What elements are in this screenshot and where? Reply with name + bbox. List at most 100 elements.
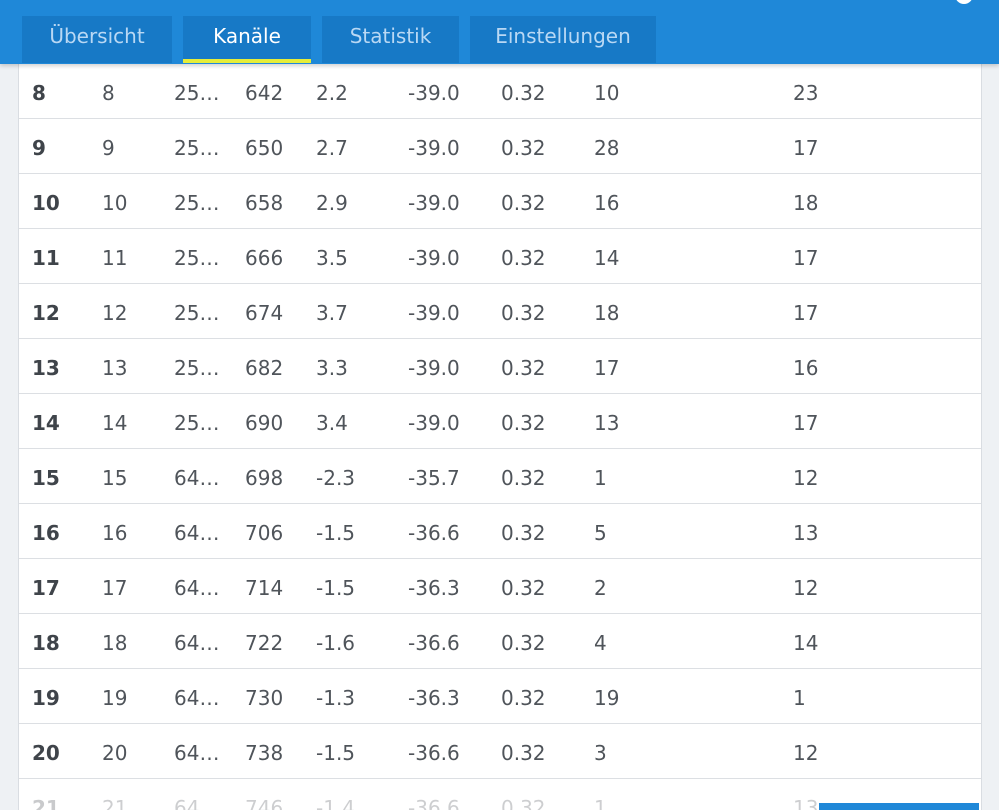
cell-power: -39.0 [408, 191, 460, 215]
cell-value: 674 [245, 301, 284, 325]
cell-value: 738 [245, 741, 284, 765]
cell-value: 746 [245, 796, 284, 810]
tab-statistik[interactable]: Statistik [322, 16, 459, 63]
tab-kanaele[interactable]: Kanäle [183, 16, 311, 63]
cell-count-b: 13 [793, 796, 819, 810]
cell-channel-number: 8 [32, 81, 46, 105]
cell-snr: -1.5 [316, 576, 356, 600]
cell-count-a: 4 [594, 631, 607, 655]
cell-frequency: 25… [174, 246, 220, 270]
cell-count-b: 12 [793, 576, 819, 600]
cell-frequency: 64… [174, 686, 220, 710]
table-row: 10 10 25… 658 2.9 -39.0 0.32 16 18 [19, 174, 981, 229]
cell-index: 17 [102, 576, 128, 600]
cell-count-b: 23 [793, 81, 819, 105]
cell-count-a: 16 [594, 191, 620, 215]
cell-count-b: 17 [793, 136, 819, 160]
cell-count-a: 2 [594, 576, 607, 600]
cell-ratio: 0.32 [501, 521, 546, 545]
cell-snr: 2.7 [316, 136, 348, 160]
cell-index: 21 [102, 796, 128, 810]
cell-ratio: 0.32 [501, 301, 546, 325]
cell-count-a: 10 [594, 81, 620, 105]
cell-ratio: 0.32 [501, 246, 546, 270]
cell-value: 642 [245, 81, 284, 105]
cell-value: 698 [245, 466, 284, 490]
cell-snr: -2.3 [316, 466, 356, 490]
tab-einstellungen[interactable]: Einstellungen [470, 16, 656, 63]
cell-ratio: 0.32 [501, 796, 546, 810]
cell-value: 666 [245, 246, 284, 270]
cell-count-b: 13 [793, 521, 819, 545]
cell-value: 730 [245, 686, 284, 710]
cell-count-a: 13 [594, 411, 620, 435]
cell-ratio: 0.32 [501, 356, 546, 380]
action-button[interactable] [819, 803, 979, 810]
cell-value: 722 [245, 631, 284, 655]
cell-ratio: 0.32 [501, 686, 546, 710]
cell-index: 14 [102, 411, 128, 435]
cell-snr: 3.4 [316, 411, 348, 435]
cell-ratio: 0.32 [501, 411, 546, 435]
cell-ratio: 0.32 [501, 191, 546, 215]
cell-power: -39.0 [408, 301, 460, 325]
cell-channel-number: 9 [32, 136, 46, 160]
cell-power: -35.7 [408, 466, 460, 490]
cell-snr: 3.7 [316, 301, 348, 325]
cell-ratio: 0.32 [501, 466, 546, 490]
cell-ratio: 0.32 [501, 631, 546, 655]
table-row: 20 20 64… 738 -1.5 -36.6 0.32 3 12 [19, 724, 981, 779]
cell-index: 11 [102, 246, 128, 270]
cell-count-b: 14 [793, 631, 819, 655]
cell-ratio: 0.32 [501, 741, 546, 765]
cell-index: 13 [102, 356, 128, 380]
cell-channel-number: 18 [32, 631, 60, 655]
cell-ratio: 0.32 [501, 81, 546, 105]
menu-icon[interactable] [955, 0, 973, 4]
cell-snr: -1.6 [316, 631, 356, 655]
cell-power: -36.3 [408, 576, 460, 600]
cell-index: 16 [102, 521, 128, 545]
table-row: 11 11 25… 666 3.5 -39.0 0.32 14 17 [19, 229, 981, 284]
channel-table: 8 8 25… 642 2.2 -39.0 0.32 10 23 9 9 25… 650 2.7 -39.0… [18, 64, 982, 810]
cell-frequency: 25… [174, 356, 220, 380]
cell-power: -39.0 [408, 246, 460, 270]
cell-value: 706 [245, 521, 284, 545]
cell-power: -36.6 [408, 521, 460, 545]
cell-frequency: 64… [174, 466, 220, 490]
cell-index: 10 [102, 191, 128, 215]
cell-frequency: 64… [174, 631, 220, 655]
cell-value: 650 [245, 136, 284, 160]
cell-snr: -1.4 [316, 796, 356, 810]
cell-value: 714 [245, 576, 284, 600]
top-tab-bar: Übersicht Kanäle Statistik Einstellungen [0, 0, 999, 64]
cell-count-b: 18 [793, 191, 819, 215]
cell-index: 19 [102, 686, 128, 710]
cell-frequency: 25… [174, 301, 220, 325]
cell-snr: -1.3 [316, 686, 356, 710]
cell-channel-number: 21 [32, 796, 60, 810]
cell-channel-number: 15 [32, 466, 60, 490]
cell-count-b: 17 [793, 246, 819, 270]
cell-index: 15 [102, 466, 128, 490]
cell-count-a: 3 [594, 741, 607, 765]
cell-channel-number: 16 [32, 521, 60, 545]
cell-index: 18 [102, 631, 128, 655]
cell-value: 682 [245, 356, 284, 380]
cell-count-a: 19 [594, 686, 620, 710]
cell-count-b: 16 [793, 356, 819, 380]
table-row: 8 8 25… 642 2.2 -39.0 0.32 10 23 [19, 64, 981, 119]
cell-count-b: 12 [793, 741, 819, 765]
cell-index: 9 [102, 136, 115, 160]
cell-frequency: 25… [174, 81, 220, 105]
cell-power: -36.3 [408, 686, 460, 710]
cell-channel-number: 11 [32, 246, 60, 270]
cell-power: -36.6 [408, 631, 460, 655]
tab-uebersicht[interactable]: Übersicht [22, 16, 172, 63]
cell-value: 690 [245, 411, 284, 435]
table-row: 12 12 25… 674 3.7 -39.0 0.32 18 17 [19, 284, 981, 339]
table-row: 17 17 64… 714 -1.5 -36.3 0.32 2 12 [19, 559, 981, 614]
cell-count-a: 28 [594, 136, 620, 160]
cell-power: -36.6 [408, 741, 460, 765]
cell-channel-number: 10 [32, 191, 60, 215]
